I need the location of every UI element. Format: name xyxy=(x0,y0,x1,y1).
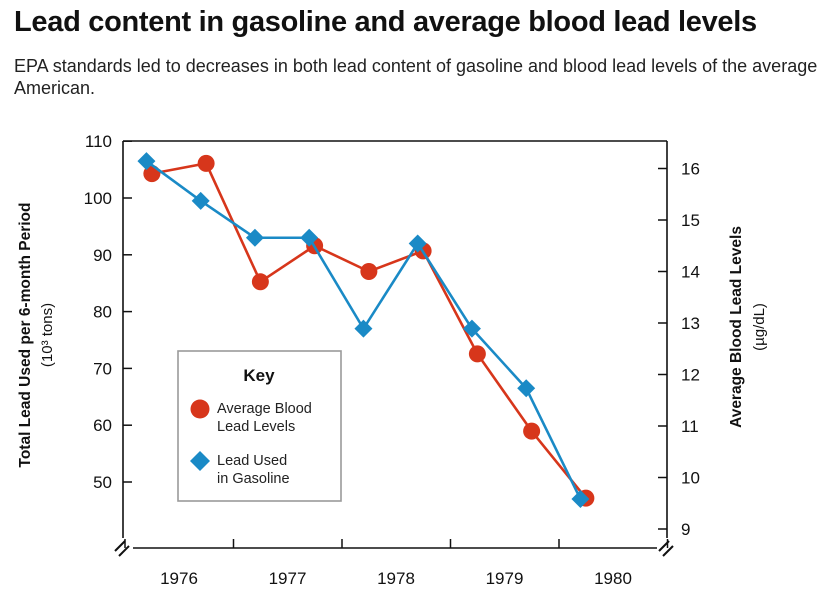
legend-title: Key xyxy=(243,366,275,385)
series xyxy=(137,152,595,509)
y-right-tick-label: 15 xyxy=(681,211,700,230)
legend-marker-circle xyxy=(190,399,210,419)
axis-break-left-stroke-b xyxy=(118,545,130,557)
gasoline-lead-data-point xyxy=(137,152,156,171)
gasoline-lead-data-point xyxy=(300,228,319,247)
gasoline-lead-data-point xyxy=(408,234,427,253)
axis-break-right xyxy=(658,540,674,557)
y-right-axis-unit: (µg/dL) xyxy=(751,303,768,351)
y-right-tick-label: 16 xyxy=(681,160,700,179)
blood-lead-data-point xyxy=(523,422,541,440)
x-tick-label: 1977 xyxy=(269,569,307,588)
gasoline-lead-data-point xyxy=(245,228,264,247)
y-right-tick-label: 13 xyxy=(681,314,700,333)
y-left-axis-unit: (10³ tons) xyxy=(39,303,56,367)
y-left-tick-label: 50 xyxy=(93,473,112,492)
gasoline-lead-data-point xyxy=(517,379,536,398)
x-tick-label: 1980 xyxy=(594,569,632,588)
chart-title: Lead content in gasoline and average blo… xyxy=(14,6,757,38)
legend-label-line1: Lead Used xyxy=(217,453,287,469)
blood-lead-data-point xyxy=(360,263,378,280)
y-right-tick-label: 14 xyxy=(681,263,700,282)
y-left-tick-label: 70 xyxy=(93,359,112,378)
gasoline-lead-data-point xyxy=(354,319,373,338)
legend-label-line1: Average Blood xyxy=(217,401,312,417)
y-left-axis-label: Total Lead Used per 6-month Period xyxy=(17,203,34,468)
x-tick-label: 1979 xyxy=(486,569,524,588)
blood-lead-data-point xyxy=(197,154,215,172)
y-left-tick-label: 90 xyxy=(93,246,112,265)
y-right-tick-label: 9 xyxy=(681,520,690,539)
legend: Key Average Blood Lead Levels Lead Used in G… xyxy=(177,350,342,502)
y-left-tick-label: 80 xyxy=(93,303,112,322)
axis-break-right-stroke-b xyxy=(662,545,674,557)
blood-lead-data-point xyxy=(468,345,486,363)
y-left-tick-label: 100 xyxy=(84,189,112,208)
legend-label-line2: in Gasoline xyxy=(217,471,290,487)
legend-label-line2: Lead Levels xyxy=(217,419,295,435)
x-tick-label: 1976 xyxy=(160,569,198,588)
gasoline-lead-data-point xyxy=(191,191,210,210)
legend-box xyxy=(177,350,342,502)
y-left-tick-label: 110 xyxy=(85,132,112,151)
gasoline-lead-data-point xyxy=(462,319,481,338)
blood-lead-data-point xyxy=(251,273,269,291)
x-tick-label: 1978 xyxy=(377,569,415,588)
y-right-tick-label: 12 xyxy=(681,366,700,385)
gasoline-lead-data-point xyxy=(571,490,590,509)
axes: 50 60 70 80 90 100 110 9 10 11 12 13 14 15 16 1976 1977 1… xyxy=(17,132,768,588)
y-right-tick-label: 10 xyxy=(681,469,700,488)
y-left-tick-label: 60 xyxy=(93,416,112,435)
legend-marker-diamond xyxy=(190,451,210,471)
axis-break-left-stroke-a xyxy=(114,540,126,552)
axis-break-left xyxy=(114,540,130,557)
y-right-axis-label: Average Blood Lead Levels xyxy=(728,226,745,428)
y-right-tick-label: 11 xyxy=(681,417,699,436)
chart-subtitle: EPA standards led to decreases in both l… xyxy=(14,56,818,98)
